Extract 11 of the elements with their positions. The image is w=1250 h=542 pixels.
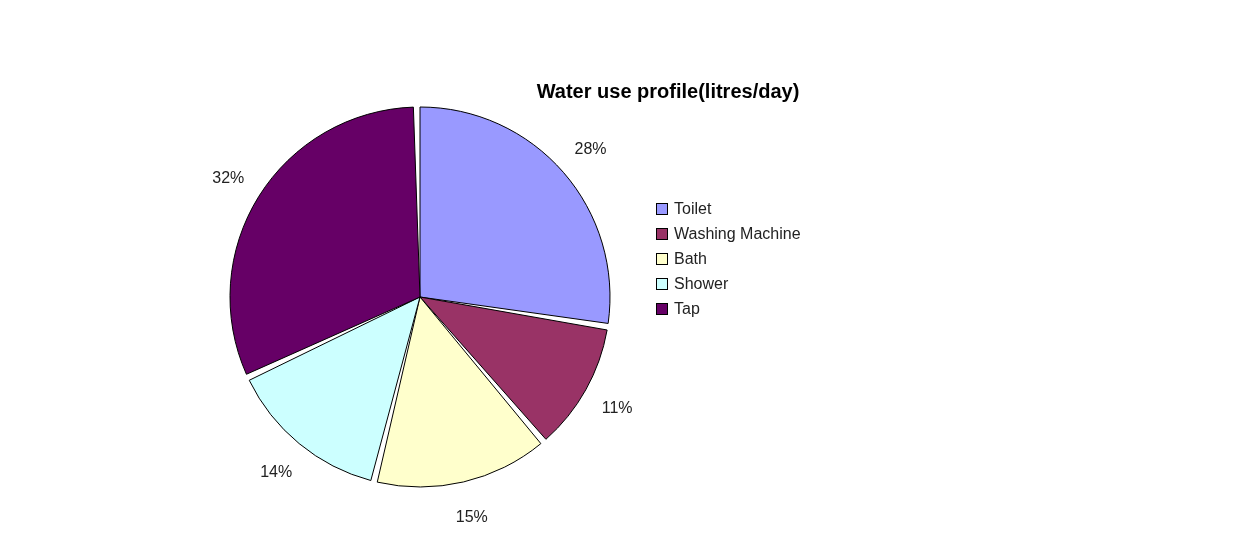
- data-label: 28%: [574, 140, 607, 158]
- data-label: 32%: [212, 168, 245, 186]
- data-label: 11%: [601, 398, 633, 416]
- data-label: 15%: [455, 508, 488, 526]
- legend-label: Tap: [674, 300, 700, 317]
- legend-label: Shower: [674, 275, 729, 292]
- legend-label: Toilet: [674, 200, 712, 217]
- legend-label: Washing Machine: [674, 225, 801, 242]
- legend-label: Bath: [674, 250, 707, 267]
- data-label: 14%: [260, 462, 293, 480]
- chart-title: Water use profile(litres/day): [536, 80, 800, 102]
